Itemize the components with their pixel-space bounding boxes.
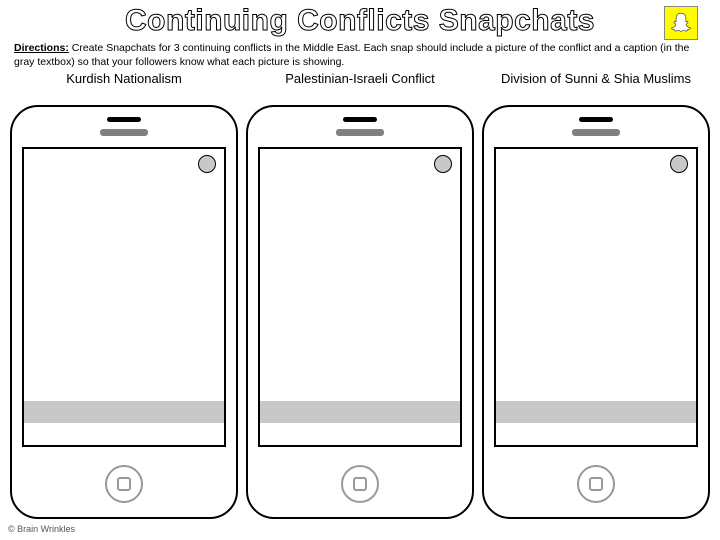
directions: Directions: Create Snapchats for 3 conti… [0, 38, 720, 71]
phone-label: Palestinian-Israeli Conflict [283, 71, 437, 103]
speaker-mid [336, 129, 384, 136]
phone-frame [482, 105, 710, 519]
speaker-mid [100, 129, 148, 136]
directions-text: Create Snapchats for 3 continuing confli… [14, 42, 689, 68]
phone-col-1: Palestinian-Israeli Conflict [244, 71, 476, 519]
speaker-top [579, 117, 613, 122]
snapchat-icon [664, 6, 698, 40]
phone-label: Division of Sunni & Shia Muslims [499, 71, 693, 103]
caption-textbox[interactable] [24, 401, 224, 423]
speaker-top [343, 117, 377, 122]
phones-row: Kurdish Nationalism Palestinian-Israeli … [0, 71, 720, 519]
page-title: Continuing Conflicts Snapchats [125, 4, 595, 38]
phone-col-2: Division of Sunni & Shia Muslims [480, 71, 712, 519]
home-button [577, 465, 615, 503]
home-square-icon [589, 477, 603, 491]
directions-label: Directions: [14, 42, 69, 54]
phone-label: Kurdish Nationalism [64, 71, 184, 103]
phone-frame [246, 105, 474, 519]
camera-icon [198, 155, 216, 173]
home-button [341, 465, 379, 503]
phone-screen [494, 147, 698, 447]
camera-icon [670, 155, 688, 173]
caption-textbox[interactable] [260, 401, 460, 423]
copyright: © Brain Wrinkles [8, 524, 75, 534]
speaker-mid [572, 129, 620, 136]
speaker-top [107, 117, 141, 122]
home-square-icon [353, 477, 367, 491]
header: Continuing Conflicts Snapchats [0, 0, 720, 38]
caption-textbox[interactable] [496, 401, 696, 423]
home-square-icon [117, 477, 131, 491]
home-button [105, 465, 143, 503]
phone-col-0: Kurdish Nationalism [8, 71, 240, 519]
phone-screen [22, 147, 226, 447]
phone-frame [10, 105, 238, 519]
phone-screen [258, 147, 462, 447]
camera-icon [434, 155, 452, 173]
